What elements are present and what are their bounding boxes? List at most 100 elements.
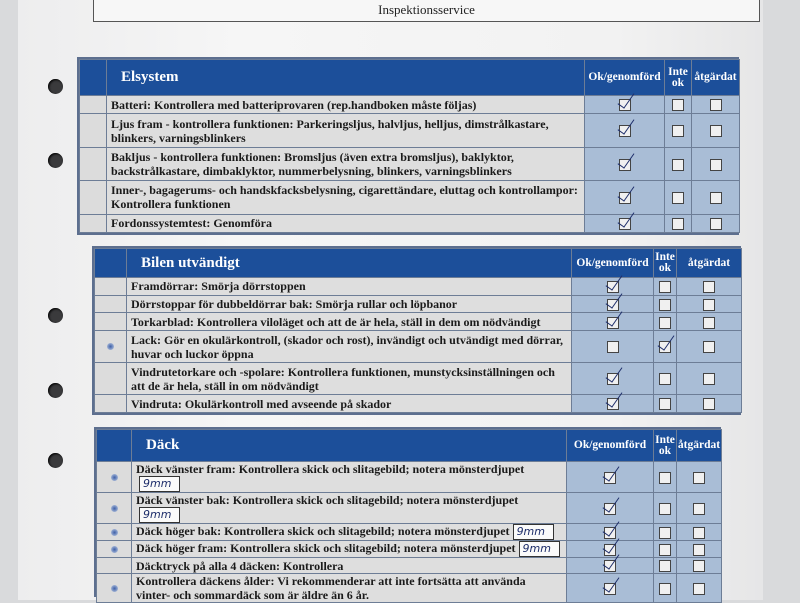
checkbox-not-ok[interactable] — [672, 192, 684, 205]
cell-not-ok — [653, 523, 677, 541]
checkbox-not-ok[interactable] — [672, 158, 684, 171]
checkbox-fixed[interactable] — [693, 471, 705, 484]
row-marker — [96, 492, 132, 524]
tread-depth-field[interactable]: 9mm — [518, 541, 560, 557]
section-elsystem: Elsystem Ok/genomförd Inte ok åtgärdat Batte… — [77, 57, 740, 235]
row-text: Bakljus - kontrollera funktionen: Bromsl… — [106, 146, 585, 182]
checkbox-not-ok[interactable] — [672, 125, 684, 138]
row-marker — [96, 573, 132, 603]
tread-depth-field[interactable]: 9mm — [512, 524, 554, 540]
bullet-icon — [110, 528, 118, 536]
cell-fixed — [676, 573, 722, 603]
checkbox-fixed[interactable] — [703, 398, 715, 411]
section-title: Bilen utvändigt — [126, 248, 572, 278]
section-title: Däck — [131, 429, 567, 462]
checkbox-ok[interactable] — [618, 158, 631, 171]
table-row: Bakljus - kontrollera funktionen: Bromsl… — [79, 146, 740, 182]
checkbox-ok[interactable] — [606, 398, 619, 411]
checkbox-fixed[interactable] — [709, 158, 722, 171]
row-text: Vindruta: Okulärkontroll med avseende på… — [126, 394, 572, 413]
checkbox-fixed[interactable] — [693, 502, 705, 515]
cell-not-ok — [653, 540, 677, 558]
bullet-icon — [110, 545, 118, 553]
cell-ok — [584, 113, 665, 148]
checkbox-ok[interactable] — [604, 502, 616, 515]
checkbox-ok[interactable] — [618, 125, 631, 138]
checkbox-not-ok[interactable] — [659, 582, 671, 595]
checkbox-ok[interactable] — [604, 560, 616, 573]
cell-ok — [566, 461, 654, 493]
checkbox-not-ok[interactable] — [659, 281, 671, 294]
column-fixed: åtgärdat — [676, 248, 742, 278]
checkbox-ok[interactable] — [606, 373, 619, 386]
table-row: Lack: Gör en okulärkontroll, (skador och… — [94, 330, 742, 364]
section-header: Elsystem Ok/genomförd Inte ok åtgärdat — [79, 59, 740, 96]
checkbox-not-ok[interactable] — [659, 543, 671, 556]
checkbox-fixed[interactable] — [693, 543, 705, 556]
checkbox-fixed[interactable] — [709, 218, 722, 231]
tread-depth-field[interactable]: 9mm — [139, 476, 181, 492]
row-marker — [94, 394, 127, 413]
checkbox-ok[interactable] — [606, 316, 619, 329]
checkbox-fixed[interactable] — [703, 298, 715, 311]
header-lead — [79, 59, 107, 96]
bullet-icon — [110, 473, 118, 481]
checkbox-fixed[interactable] — [703, 373, 715, 386]
cell-fixed — [676, 461, 722, 493]
checkbox-ok[interactable] — [618, 218, 631, 231]
row-text: Fordonssystemtest: Genomföra — [106, 213, 585, 234]
checkbox-not-ok[interactable] — [659, 560, 671, 573]
checkbox-not-ok[interactable] — [659, 341, 671, 354]
row-text: Vindrutetorkare och -spolare: Kontroller… — [126, 362, 572, 396]
checkbox-fixed[interactable] — [703, 281, 715, 294]
checkbox-not-ok[interactable] — [672, 218, 684, 231]
checkbox-not-ok[interactable] — [659, 298, 671, 311]
section-bilen-utvandigt: Bilen utvändigt Ok/genomförd Inte ok åtgärd… — [92, 246, 742, 415]
checkbox-fixed[interactable] — [703, 341, 715, 354]
section-title: Elsystem — [106, 59, 585, 96]
checkbox-ok[interactable] — [604, 582, 616, 595]
checkbox-not-ok[interactable] — [659, 373, 671, 386]
checkbox-fixed[interactable] — [709, 99, 722, 112]
tread-depth-field[interactable]: 9mm — [139, 507, 181, 523]
row-marker — [96, 523, 132, 541]
bullet-icon — [110, 584, 118, 592]
checkbox-fixed[interactable] — [709, 125, 722, 138]
row-text: Kontrollera däckens ålder: Vi rekommende… — [131, 573, 567, 603]
checkbox-ok[interactable] — [604, 471, 616, 484]
checkbox-not-ok[interactable] — [659, 316, 671, 329]
column-ok: Ok/genomförd — [566, 429, 654, 462]
cell-not-ok — [664, 213, 692, 234]
checkbox-fixed[interactable] — [709, 192, 722, 205]
row-marker — [94, 330, 127, 364]
cell-not-ok — [653, 461, 677, 493]
punch-hole — [48, 79, 63, 94]
checkbox-fixed[interactable] — [693, 582, 705, 595]
cell-not-ok — [653, 362, 677, 396]
checkbox-not-ok[interactable] — [659, 471, 671, 484]
row-marker — [96, 540, 132, 558]
cell-fixed — [676, 312, 742, 332]
checkbox-ok[interactable] — [618, 192, 631, 205]
punch-hole — [48, 308, 63, 323]
row-marker — [94, 277, 127, 296]
row-marker — [94, 362, 127, 396]
cell-not-ok — [653, 277, 677, 296]
checkbox-not-ok[interactable] — [659, 526, 671, 539]
checkbox-fixed[interactable] — [693, 526, 705, 539]
row-text: Däcktryck på alla 4 däcken: Kontrollera — [131, 557, 567, 574]
checkbox-fixed[interactable] — [693, 560, 705, 573]
cell-not-ok — [664, 180, 692, 215]
item-description: Däck höger fram: Kontrollera skick och s… — [136, 541, 516, 555]
checkbox-ok[interactable] — [618, 99, 631, 112]
checkbox-not-ok[interactable] — [672, 99, 684, 112]
cell-fixed — [676, 362, 742, 396]
cell-ok — [584, 146, 665, 182]
checkbox-not-ok[interactable] — [659, 502, 671, 515]
checkbox-not-ok[interactable] — [659, 398, 671, 411]
checkbox-fixed[interactable] — [703, 316, 715, 329]
item-description: Fordonssystemtest: Genomföra — [111, 216, 272, 231]
table-row: Framdörrar: Smörja dörrstoppen — [94, 277, 742, 296]
checkbox-ok[interactable] — [606, 341, 619, 354]
item-description: Vindruta: Okulärkontroll med avseende på… — [131, 396, 392, 411]
